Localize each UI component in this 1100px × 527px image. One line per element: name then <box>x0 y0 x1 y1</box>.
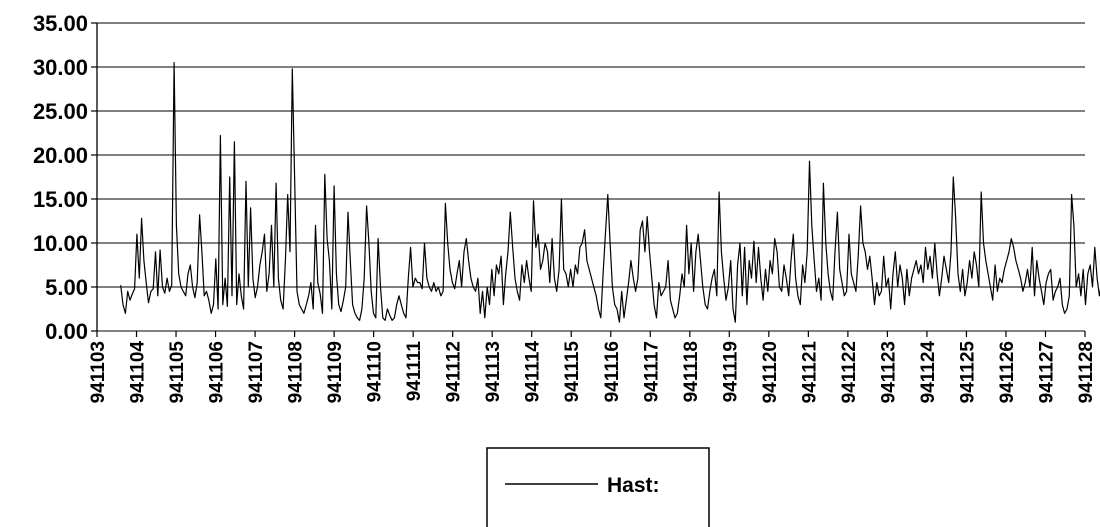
x-tick-label: 941111 <box>404 341 425 402</box>
series-line-0 <box>120 61 1100 323</box>
x-tick-label: 941118 <box>681 341 702 402</box>
legend: Hast: <box>486 447 710 527</box>
y-tick-label: 30.00 <box>33 55 88 80</box>
x-tick-label: 941123 <box>878 341 899 403</box>
x-tick-label: 941109 <box>325 341 346 403</box>
x-tick-label: 941105 <box>167 341 188 404</box>
x-tick-label: 941122 <box>839 341 860 403</box>
x-axis: 941103 941104 941105 941106 941107 941108 9411… <box>88 331 1097 403</box>
x-tick-label: 941125 <box>957 341 978 404</box>
x-tick-label: 941117 <box>641 341 662 402</box>
x-tick-label: 941113 <box>483 341 504 402</box>
x-tick-label: 941103 <box>88 341 109 403</box>
legend-label: Hast: <box>607 474 660 497</box>
x-tick-label: 941107 <box>246 341 267 403</box>
x-tick-label: 941127 <box>1036 341 1057 403</box>
x-tick-label: 941121 <box>799 341 820 404</box>
x-tick-label: 941119 <box>720 341 741 402</box>
x-tick-label: 941116 <box>602 341 623 402</box>
x-tick-label: 941112 <box>444 341 465 402</box>
y-tick-label: 5.00 <box>45 275 88 300</box>
x-tick-label: 941128 <box>1076 341 1097 403</box>
y-tick-label: 10.00 <box>33 231 88 256</box>
x-tick-label: 941120 <box>760 341 781 403</box>
x-tick-label: 941115 <box>562 341 583 403</box>
y-axis: 35.00 30.00 25.00 20.00 15.00 10.00 5.00 0.00 <box>33 11 98 344</box>
legend-box <box>486 447 710 527</box>
y-tick-label: 15.00 <box>33 187 88 212</box>
y-tick-label: 20.00 <box>33 143 88 168</box>
x-tick-label: 941106 <box>207 341 228 403</box>
x-tick-label: 941108 <box>286 341 307 403</box>
x-tick-label: 941124 <box>918 341 939 404</box>
series-layer <box>120 61 1100 323</box>
x-tick-label: 941114 <box>523 341 544 403</box>
x-tick-label: 941110 <box>365 341 386 402</box>
y-tick-label: 35.00 <box>33 11 88 36</box>
y-tick-label: 0.00 <box>45 319 88 344</box>
x-tick-label: 941104 <box>128 341 149 404</box>
x-tick-label: 941126 <box>997 341 1018 403</box>
gridlines <box>97 22 1085 332</box>
y-tick-label: 25.00 <box>33 99 88 124</box>
